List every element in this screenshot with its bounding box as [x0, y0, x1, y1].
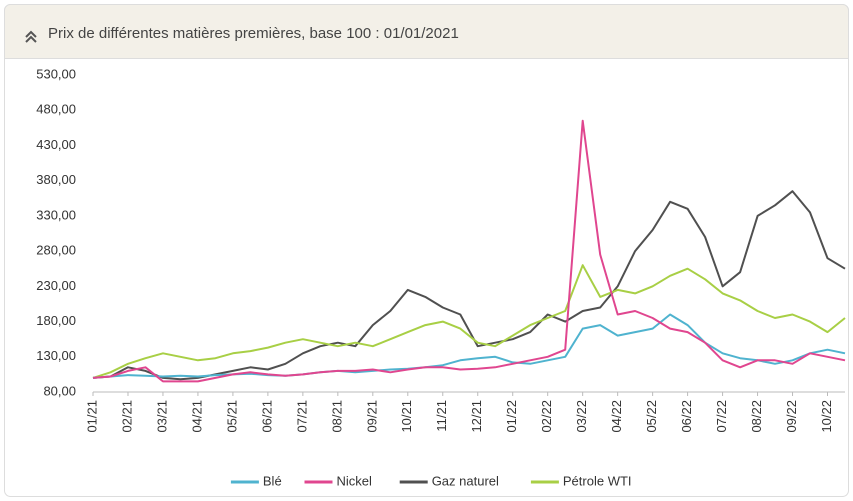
y-tick-label: 480,00 — [36, 102, 76, 117]
x-tick-label: 01/22 — [504, 400, 519, 433]
x-tick-label: 03/22 — [574, 400, 589, 433]
x-tick-label: 06/22 — [679, 400, 694, 433]
y-tick-label: 330,00 — [36, 207, 76, 222]
x-tick-label: 10/21 — [399, 400, 414, 433]
x-tick-label: 07/22 — [714, 400, 729, 433]
y-tick-label: 280,00 — [36, 243, 76, 258]
y-tick-label: 380,00 — [36, 172, 76, 187]
collapse-icon[interactable] — [25, 30, 37, 43]
x-tick-label: 01/21 — [84, 400, 99, 433]
x-tick-label: 04/22 — [609, 400, 624, 433]
series-line — [92, 190, 846, 381]
x-tick-label: 10/22 — [819, 400, 834, 433]
y-tick-label: 430,00 — [36, 137, 76, 152]
x-tick-label: 07/21 — [294, 400, 309, 433]
legend-label: Pétrole WTI — [563, 473, 632, 488]
x-tick-label: 09/22 — [784, 400, 799, 433]
legend-label: Gaz naturel — [432, 473, 499, 488]
x-tick-label: 08/22 — [749, 400, 764, 433]
panel-header — [4, 4, 849, 59]
x-tick-label: 02/22 — [539, 400, 554, 433]
x-tick-label: 03/21 — [154, 400, 169, 433]
y-tick-label: 180,00 — [36, 313, 76, 328]
y-tick-label: 80,00 — [43, 383, 76, 398]
y-tick-label: 230,00 — [36, 278, 76, 293]
chart-title: Prix de différentes matières premières, … — [48, 25, 459, 42]
x-tick-label: 09/21 — [364, 400, 379, 433]
y-tick-label: 130,00 — [36, 348, 76, 363]
x-tick-label: 02/21 — [119, 400, 134, 433]
x-tick-label: 05/22 — [644, 400, 659, 433]
series-line — [92, 119, 846, 383]
x-tick-label: 12/21 — [469, 400, 484, 433]
y-tick-label: 530,00 — [36, 66, 76, 81]
legend-label: Nickel — [337, 473, 373, 488]
legend-label: Blé — [263, 473, 282, 488]
series-line — [92, 313, 846, 379]
x-tick-label: 08/21 — [329, 400, 344, 433]
x-tick-label: 06/21 — [259, 400, 274, 433]
x-tick-label: 04/21 — [189, 400, 204, 433]
x-tick-label: 05/21 — [224, 400, 239, 433]
series-line — [92, 264, 846, 379]
x-tick-label: 11/21 — [434, 400, 449, 432]
